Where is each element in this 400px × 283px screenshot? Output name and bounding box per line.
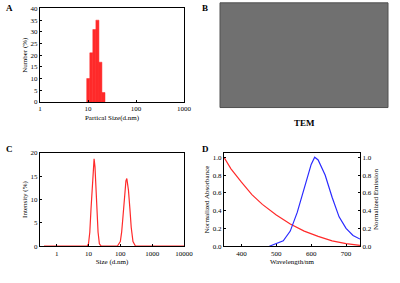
svg-text:40: 40	[31, 5, 39, 13]
svg-text:25: 25	[31, 40, 39, 48]
svg-text:TEM: TEM	[294, 118, 315, 128]
svg-text:1: 1	[38, 105, 42, 113]
svg-text:20: 20	[31, 52, 39, 60]
svg-text:Number (%): Number (%)	[21, 37, 29, 73]
svg-text:15: 15	[31, 173, 39, 181]
svg-text:Normalized Absorbance: Normalized Absorbance	[203, 166, 211, 234]
svg-text:10: 10	[85, 250, 93, 258]
svg-text:600: 600	[306, 250, 317, 258]
svg-text:0.4: 0.4	[362, 207, 371, 215]
svg-text:1: 1	[55, 250, 59, 258]
svg-text:400: 400	[236, 250, 247, 258]
svg-text:0.6: 0.6	[213, 189, 222, 197]
svg-text:1000: 1000	[177, 105, 192, 113]
svg-text:700: 700	[341, 250, 352, 258]
svg-text:5: 5	[34, 219, 38, 227]
svg-text:Normalized Emission: Normalized Emission	[372, 169, 380, 230]
svg-text:0.6: 0.6	[362, 189, 371, 197]
svg-text:Wavelength/nm: Wavelength/nm	[270, 258, 315, 266]
svg-text:10000: 10000	[175, 250, 193, 258]
svg-text:10: 10	[31, 75, 39, 83]
svg-text:0.0: 0.0	[362, 243, 371, 251]
svg-text:0.4: 0.4	[213, 207, 222, 215]
svg-text:0.8: 0.8	[213, 172, 222, 180]
svg-text:1.0: 1.0	[362, 154, 371, 162]
svg-text:0.2: 0.2	[362, 225, 371, 233]
svg-text:100: 100	[115, 250, 126, 258]
svg-text:20: 20	[31, 149, 39, 157]
svg-text:30: 30	[31, 28, 39, 36]
svg-text:5: 5	[34, 87, 38, 95]
svg-text:1.0: 1.0	[213, 154, 222, 162]
svg-text:0: 0	[34, 98, 38, 106]
svg-text:0.0: 0.0	[213, 243, 222, 251]
svg-text:15: 15	[31, 63, 39, 71]
svg-text:500: 500	[271, 250, 282, 258]
svg-text:10: 10	[31, 196, 39, 204]
svg-text:0: 0	[34, 243, 38, 251]
svg-text:B: B	[202, 3, 208, 13]
svg-text:0.8: 0.8	[362, 172, 371, 180]
svg-text:10: 10	[85, 105, 93, 113]
svg-text:35: 35	[31, 17, 39, 25]
svg-text:0.2: 0.2	[213, 225, 222, 233]
svg-text:1000: 1000	[145, 250, 160, 258]
svg-text:A: A	[6, 3, 13, 13]
svg-text:Partical Size(d.nm): Partical Size(d.nm)	[85, 114, 140, 122]
svg-text:Size (d.nm): Size (d.nm)	[96, 258, 129, 266]
svg-text:Intensity (%): Intensity (%)	[21, 180, 29, 217]
svg-text:C: C	[6, 144, 13, 154]
svg-text:D: D	[202, 144, 209, 154]
svg-text:100: 100	[131, 105, 142, 113]
